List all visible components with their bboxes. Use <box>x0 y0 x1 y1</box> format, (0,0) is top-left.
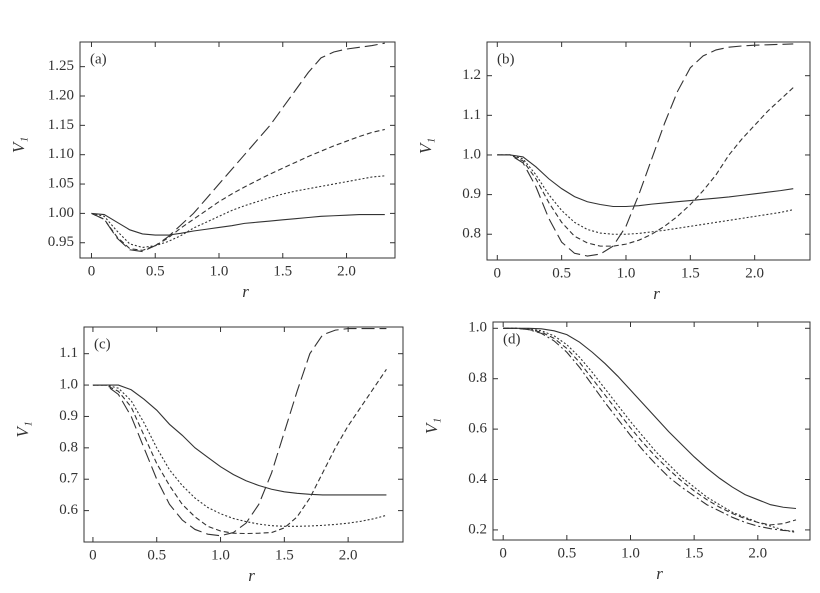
y-tick-label: 1.0 <box>462 146 481 162</box>
line-series <box>92 384 387 527</box>
x-tick-label: 2.0 <box>339 547 358 563</box>
x-tick-label: 1.5 <box>273 263 292 279</box>
x-tick-label: 2.0 <box>745 265 764 281</box>
y-tick-label: 1.1 <box>462 107 481 123</box>
y-axis-label: V₁ <box>13 421 32 437</box>
panel-label: (b) <box>497 51 515 67</box>
line-series <box>92 384 387 496</box>
line-series <box>503 327 797 533</box>
line-series <box>503 327 797 510</box>
y-tick-label: 0.6 <box>59 502 78 518</box>
y-tick-label: 1.05 <box>48 175 74 191</box>
panel-label: (a) <box>90 51 107 67</box>
y-tick-label: 1.0 <box>59 377 78 393</box>
y-tick-label: 0.7 <box>59 471 78 487</box>
x-tick-label: 0.5 <box>147 547 166 563</box>
x-tick-label: 1.5 <box>681 265 700 281</box>
line-series <box>92 369 387 535</box>
x-tick-label: 1.0 <box>621 545 640 561</box>
x-tick-label: 0 <box>494 265 502 281</box>
y-tick-label: 0.8 <box>468 370 487 386</box>
line-series <box>497 154 794 208</box>
panel: 0 0.5 1.0 1.5 2.0 0.8 0.9 1.0 1.1 1.2 (b) r V₁ <box>416 41 811 303</box>
y-tick-label: 0.4 <box>468 471 487 487</box>
y-tick-label: 1.2 <box>462 67 481 83</box>
y-tick-label: 1.00 <box>48 205 74 221</box>
panel-label: (c) <box>94 336 111 352</box>
line-series <box>503 327 797 526</box>
y-tick-label: 0.8 <box>59 439 78 455</box>
y-tick-label: 0.9 <box>59 408 78 424</box>
plot-frame <box>486 41 811 261</box>
x-axis-label: r <box>653 284 660 303</box>
x-tick-label: 0 <box>89 547 97 563</box>
y-tick-label: 1.10 <box>48 146 74 162</box>
y-tick-label: 0.6 <box>468 421 487 437</box>
panel: 0 0.5 1.0 1.5 2.0 0.2 0.4 0.6 0.8 1.0 (d) r V₁ <box>422 320 811 583</box>
line-series <box>91 175 385 248</box>
line-series <box>91 128 385 251</box>
plot-frame <box>492 321 811 541</box>
y-tick-label: 0.2 <box>468 521 487 537</box>
x-tick-label: 0.5 <box>146 263 165 279</box>
x-tick-label: 0 <box>88 263 96 279</box>
plot-frame <box>83 326 404 543</box>
x-tick-label: 0 <box>499 545 507 561</box>
x-tick-label: 1.0 <box>617 265 636 281</box>
panel-label: (d) <box>503 331 521 347</box>
line-series <box>92 328 387 537</box>
y-tick-label: 1.15 <box>48 117 74 133</box>
x-tick-label: 2.0 <box>337 263 356 279</box>
x-tick-label: 2.0 <box>748 545 767 561</box>
y-axis-label: V₁ <box>422 418 441 434</box>
y-tick-label: 1.20 <box>48 87 74 103</box>
line-series <box>503 327 797 532</box>
line-series <box>497 43 794 257</box>
x-tick-label: 0.5 <box>552 265 571 281</box>
x-tick-label: 1.5 <box>685 545 704 561</box>
line-series <box>497 154 794 235</box>
panel: 0 0.5 1.0 1.5 2.0 0.95 1.00 1.05 1.10 1.15 1.20 1.2… <box>9 41 396 301</box>
x-tick-label: 1.0 <box>210 263 229 279</box>
line-series <box>91 42 385 253</box>
y-tick-label: 0.8 <box>462 226 481 242</box>
line-series <box>497 87 794 247</box>
y-axis-label: V₁ <box>416 138 435 154</box>
y-tick-label: 1.25 <box>48 58 74 74</box>
x-axis-label: r <box>242 282 249 301</box>
plot-frame <box>79 41 396 259</box>
y-axis-label: V₁ <box>9 137 28 153</box>
x-tick-label: 1.0 <box>211 547 230 563</box>
y-tick-label: 0.9 <box>462 186 481 202</box>
panel: 0 0.5 1.0 1.5 2.0 0.6 0.7 0.8 0.9 1.0 1.1 (c) r V₁ <box>13 326 404 585</box>
line-series <box>91 212 385 236</box>
y-tick-label: 1.1 <box>59 345 78 361</box>
y-tick-label: 0.95 <box>48 234 74 250</box>
x-tick-label: 0.5 <box>557 545 576 561</box>
x-axis-label: r <box>248 566 255 585</box>
x-axis-label: r <box>656 564 663 583</box>
x-tick-label: 1.5 <box>275 547 294 563</box>
y-tick-label: 1.0 <box>468 320 487 336</box>
